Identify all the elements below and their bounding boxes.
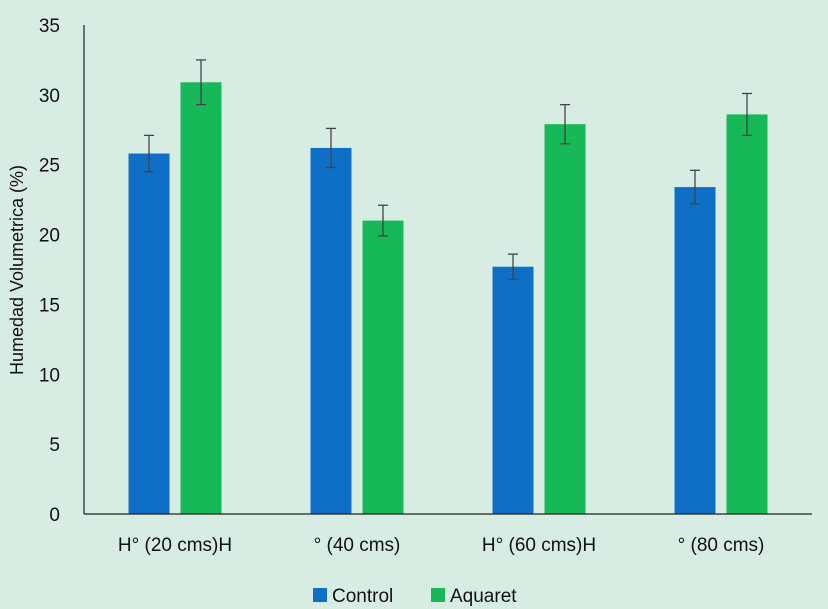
legend-item-control[interactable]: Control: [313, 586, 393, 607]
bar-control-4[interactable]: [674, 187, 716, 514]
y-tick-label: 5: [49, 435, 60, 456]
bar-aquaret-1[interactable]: [180, 82, 222, 514]
x-category-label: H° (60 cms)H: [482, 535, 596, 556]
y-tick-label: 15: [39, 295, 60, 316]
legend-label-control: Control: [332, 586, 393, 607]
y-tick-label: 10: [39, 365, 60, 386]
y-tick-label: 20: [39, 226, 60, 247]
legend-item-aquaret[interactable]: Aquaret: [431, 586, 517, 607]
axes: [83, 25, 812, 515]
bar-aquaret-4[interactable]: [726, 114, 768, 514]
x-category-label: ° (40 cms): [314, 535, 401, 556]
bar-control-2[interactable]: [310, 147, 352, 514]
bar-control-3[interactable]: [492, 266, 534, 514]
x-category-labels: H° (20 cms)H ° (40 cms) H° (60 cms)H ° (80 …: [118, 535, 765, 556]
y-axis-title: Humedad Volumetrica (%): [7, 165, 27, 375]
y-tick-label: 35: [39, 16, 60, 37]
legend[interactable]: Control Aquaret: [313, 586, 517, 607]
x-category-label: H° (20 cms)H: [118, 535, 232, 556]
legend-label-aquaret: Aquaret: [450, 586, 517, 607]
bars: [128, 82, 768, 514]
x-category-label: ° (80 cms): [678, 535, 765, 556]
y-tick-label: 25: [39, 156, 60, 177]
legend-swatch-aquaret: [431, 588, 445, 602]
bar-control-1[interactable]: [128, 153, 170, 514]
y-tick-label: 30: [39, 86, 60, 107]
bar-aquaret-3[interactable]: [544, 124, 586, 514]
error-bars: [144, 59, 752, 280]
legend-swatch-control: [313, 588, 327, 602]
y-tick-label: 0: [49, 505, 60, 526]
y-tick-labels: 0 5 10 15 20 25 30 35: [39, 16, 60, 526]
bar-aquaret-2[interactable]: [362, 220, 404, 514]
